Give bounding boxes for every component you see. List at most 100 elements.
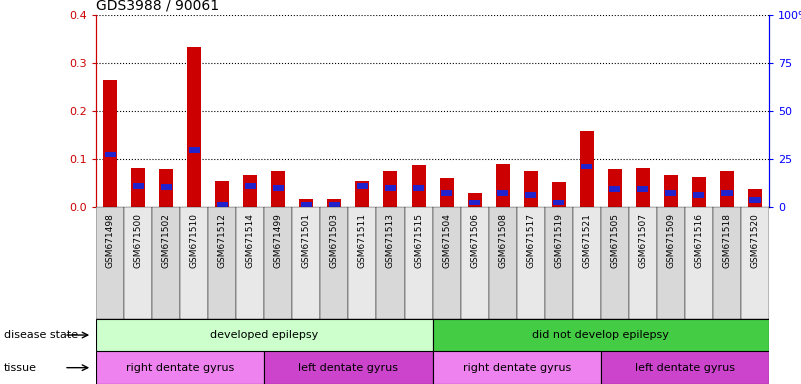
Bar	[665, 190, 676, 196]
Text: GSM671519: GSM671519	[554, 213, 563, 268]
Text: developed epilepsy: developed epilepsy	[210, 330, 319, 340]
Bar	[461, 207, 489, 319]
Bar	[580, 131, 594, 207]
Bar	[320, 207, 348, 319]
Text: GSM671514: GSM671514	[246, 213, 255, 268]
Bar	[525, 192, 537, 198]
Text: GSM671505: GSM671505	[610, 213, 619, 268]
Bar	[384, 185, 396, 191]
Bar	[553, 200, 564, 205]
Bar	[517, 207, 545, 319]
Bar	[433, 351, 601, 384]
Text: left dentate gyrus: left dentate gyrus	[635, 362, 735, 373]
Bar	[159, 169, 173, 207]
Text: GSM671500: GSM671500	[134, 213, 143, 268]
Text: GSM671507: GSM671507	[638, 213, 647, 268]
Bar	[441, 190, 452, 196]
Bar	[292, 207, 320, 319]
Text: GSM671513: GSM671513	[386, 213, 395, 268]
Bar	[629, 207, 657, 319]
Bar	[749, 197, 760, 203]
Text: GSM671518: GSM671518	[723, 213, 731, 268]
Bar	[412, 165, 425, 207]
Bar	[96, 319, 433, 351]
Bar	[348, 207, 376, 319]
Bar	[720, 171, 734, 207]
Text: GSM671503: GSM671503	[330, 213, 339, 268]
Bar	[433, 319, 769, 351]
Bar	[131, 168, 145, 207]
Bar	[272, 171, 285, 207]
Text: GSM671520: GSM671520	[751, 213, 759, 268]
Text: GSM671506: GSM671506	[470, 213, 479, 268]
Bar	[264, 351, 433, 384]
Bar	[96, 207, 124, 319]
Bar	[328, 202, 340, 207]
Bar	[664, 175, 678, 207]
Bar	[413, 185, 425, 191]
Text: GSM671498: GSM671498	[106, 213, 115, 268]
Text: GDS3988 / 90061: GDS3988 / 90061	[96, 0, 219, 13]
Bar	[693, 192, 705, 198]
Bar	[552, 182, 566, 207]
Bar	[657, 207, 685, 319]
Bar	[357, 183, 368, 189]
Bar	[96, 351, 264, 384]
Bar	[741, 207, 769, 319]
Bar	[748, 189, 762, 207]
Bar	[636, 167, 650, 207]
Bar	[384, 171, 397, 207]
Bar	[272, 185, 284, 191]
Text: GSM671504: GSM671504	[442, 213, 451, 268]
Text: GSM671502: GSM671502	[162, 213, 171, 268]
Text: disease state: disease state	[4, 330, 78, 340]
Bar	[132, 183, 144, 189]
Text: GSM671508: GSM671508	[498, 213, 507, 268]
Text: GSM671511: GSM671511	[358, 213, 367, 268]
Bar	[468, 193, 481, 207]
Bar	[721, 190, 732, 196]
Text: GSM671509: GSM671509	[666, 213, 675, 268]
Bar	[713, 207, 741, 319]
Bar	[609, 186, 620, 192]
Bar	[601, 351, 769, 384]
Bar	[216, 202, 227, 207]
Bar	[245, 183, 256, 189]
Bar	[264, 207, 292, 319]
Text: right dentate gyrus: right dentate gyrus	[462, 362, 571, 373]
Bar	[152, 207, 180, 319]
Bar	[300, 202, 312, 207]
Bar	[356, 182, 369, 207]
Bar	[328, 199, 341, 207]
Text: GSM671512: GSM671512	[218, 213, 227, 268]
Bar	[601, 207, 629, 319]
Bar	[581, 164, 592, 169]
Text: tissue: tissue	[4, 363, 37, 373]
Text: left dentate gyrus: left dentate gyrus	[299, 362, 398, 373]
Text: GSM671499: GSM671499	[274, 213, 283, 268]
Text: GSM671515: GSM671515	[414, 213, 423, 268]
Bar	[376, 207, 405, 319]
Bar	[524, 171, 537, 207]
Bar	[215, 182, 229, 207]
Bar	[187, 46, 201, 207]
Text: GSM671516: GSM671516	[694, 213, 703, 268]
Bar	[208, 207, 236, 319]
Bar	[496, 164, 509, 207]
Bar	[638, 186, 649, 192]
Bar	[124, 207, 152, 319]
Text: did not develop epilepsy: did not develop epilepsy	[533, 330, 669, 340]
Bar	[300, 199, 313, 207]
Bar	[692, 177, 706, 207]
Bar	[440, 177, 453, 207]
Bar	[433, 207, 461, 319]
Bar	[160, 184, 171, 190]
Text: GSM671517: GSM671517	[526, 213, 535, 268]
Bar	[103, 80, 117, 207]
Bar	[244, 175, 257, 207]
Bar	[405, 207, 433, 319]
Bar	[497, 190, 508, 196]
Bar	[545, 207, 573, 319]
Bar	[189, 147, 199, 152]
Text: GSM671501: GSM671501	[302, 213, 311, 268]
